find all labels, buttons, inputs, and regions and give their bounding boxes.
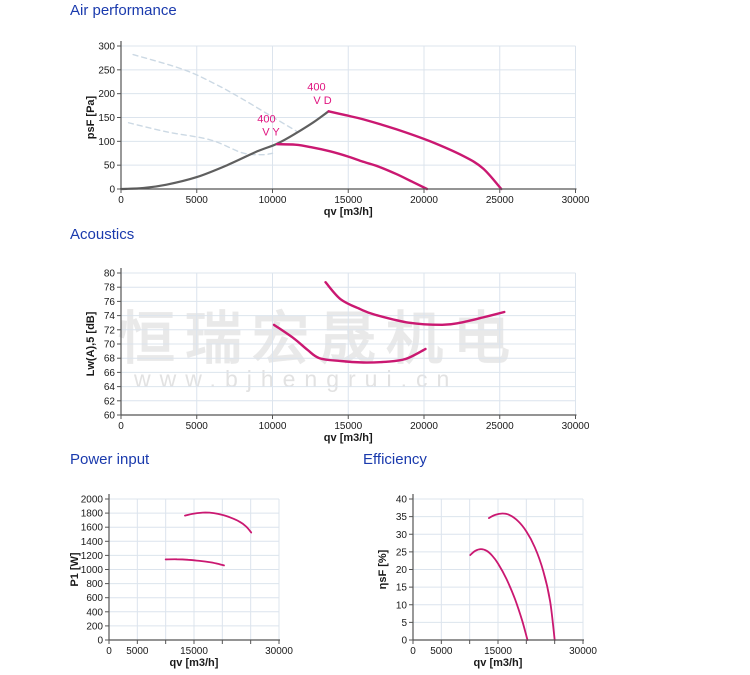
curve-label: V D — [313, 95, 331, 107]
y-tick-label: 0 — [97, 636, 103, 647]
y-tick-label: 30 — [396, 530, 408, 541]
y-tick-label: 0 — [109, 185, 115, 196]
x-tick-label: 10000 — [259, 421, 287, 432]
y-tick-label: 300 — [98, 42, 115, 53]
y-tick-label: 1800 — [81, 509, 104, 520]
y-tick-label: 200 — [86, 621, 103, 632]
y-axis-title: Lw(A),5 [dB] — [85, 311, 97, 376]
x-tick-label: 20000 — [410, 421, 438, 432]
y-axis-title: psF [Pa] — [85, 95, 97, 139]
curve-efficiency-400-v-d — [488, 512, 556, 641]
curve-label: V Y — [262, 127, 280, 139]
y-tick-label: 80 — [104, 269, 116, 280]
acoustics-title: Acoustics — [70, 226, 135, 243]
x-axis-title: qv [m3/h] — [324, 206, 373, 218]
watermark-chinese-text: 恒瑞宏晟机电 — [118, 307, 520, 371]
x-tick-label: 25000 — [486, 195, 514, 206]
x-tick-label: 0 — [106, 646, 112, 657]
y-tick-label: 60 — [104, 411, 116, 422]
curve-400-v-y — [275, 142, 429, 191]
y-tick-label: 100 — [98, 137, 115, 148]
y-tick-label: 20 — [396, 565, 408, 576]
y-tick-label: 800 — [86, 579, 103, 590]
y-tick-label: 68 — [104, 354, 116, 365]
x-tick-label: 15000 — [334, 421, 362, 432]
power-input-title: Power input — [70, 451, 150, 468]
y-tick-label: 1600 — [81, 523, 104, 534]
y-tick-label: 1000 — [81, 565, 104, 576]
curve-label: 400 — [307, 81, 325, 93]
y-tick-label: 0 — [401, 636, 407, 647]
x-tick-label: 30000 — [562, 195, 590, 206]
y-tick-label: 1200 — [81, 551, 104, 562]
y-tick-label: 76 — [104, 297, 116, 308]
y-tick-label: 10 — [396, 600, 408, 611]
acoustics-chart: 0 5000 10000 15000 20000 25000 30000 60 62 64 66 68… — [85, 268, 590, 444]
curve-unstable-region-400-v-y — [127, 122, 274, 156]
x-tick-label: 5000 — [430, 646, 453, 657]
y-tick-label: 40 — [396, 495, 408, 506]
y-tick-label: 50 — [104, 161, 116, 172]
x-tick-label: 20000 — [410, 195, 438, 206]
curve-noise-400-v-y — [272, 323, 427, 364]
watermark-url-text: www.bjhengrui.cn — [134, 366, 459, 392]
x-tick-label: 0 — [118, 195, 124, 206]
y-tick-label: 64 — [104, 382, 116, 393]
y-tick-label: 78 — [104, 283, 116, 294]
y-axis-title: P1 [W] — [69, 552, 81, 587]
y-tick-label: 15 — [396, 583, 408, 594]
curve-noise-400-v-d — [324, 281, 506, 326]
x-tick-label: 10000 — [259, 195, 287, 206]
y-tick-label: 66 — [104, 368, 116, 379]
y-tick-label: 5 — [401, 618, 407, 629]
efficiency-chart: 0 5000 15000 30000 0 5 10 15 20 25 30 35 40 qv [m3/h]… — [377, 494, 597, 669]
x-tick-label: 30000 — [569, 646, 597, 657]
x-tick-label: 25000 — [486, 421, 514, 432]
y-tick-label: 150 — [98, 113, 115, 124]
y-tick-label: 62 — [104, 396, 116, 407]
y-tick-label: 74 — [104, 311, 116, 322]
y-tick-label: 200 — [98, 89, 115, 100]
x-tick-label: 15000 — [180, 646, 208, 657]
x-tick-label: 15000 — [484, 646, 512, 657]
x-tick-label: 5000 — [186, 195, 209, 206]
x-tick-label: 5000 — [126, 646, 149, 657]
x-axis-title: qv [m3/h] — [170, 657, 219, 669]
y-tick-label: 400 — [86, 607, 103, 618]
air-performance-chart: 0 5000 10000 15000 20000 25000 30000 0 50 100 150 2… — [85, 41, 590, 218]
x-axis-title: qv [m3/h] — [474, 657, 523, 669]
curve-efficiency-400-v-y — [469, 548, 529, 641]
x-tick-label: 5000 — [186, 421, 209, 432]
y-tick-label: 72 — [104, 325, 116, 336]
y-tick-label: 600 — [86, 593, 103, 604]
y-tick-label: 2000 — [81, 495, 104, 506]
x-tick-label: 30000 — [265, 646, 293, 657]
air-performance-title: Air performance — [70, 2, 177, 19]
x-tick-label: 0 — [118, 421, 124, 432]
curve-power-400-v-y — [164, 558, 225, 567]
y-tick-label: 25 — [396, 547, 408, 558]
x-axis-title: qv [m3/h] — [324, 432, 373, 444]
curve-400-v-d — [327, 110, 503, 191]
efficiency-title: Efficiency — [363, 451, 427, 468]
y-tick-label: 35 — [396, 512, 408, 523]
x-tick-label: 0 — [410, 646, 416, 657]
x-tick-label: 15000 — [334, 195, 362, 206]
curve-power-400-v-d — [184, 511, 253, 534]
curve-label: 400 — [257, 113, 275, 125]
y-axis-title: ηsF [%] — [377, 549, 389, 589]
x-tick-label: 30000 — [562, 421, 590, 432]
curve-system-resistance — [119, 110, 330, 191]
y-tick-label: 70 — [104, 340, 116, 351]
power-input-chart: 0 5000 15000 30000 0 200 400 600 800 1000 1200 1400… — [69, 494, 293, 669]
y-tick-label: 1400 — [81, 537, 104, 548]
curve-unstable-region-400-v-d — [132, 53, 298, 132]
y-tick-label: 250 — [98, 65, 115, 76]
